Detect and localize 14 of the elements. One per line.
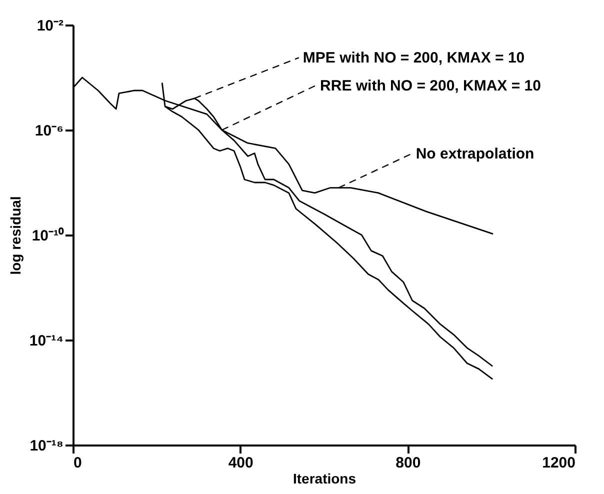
annotation: No extrapolation	[416, 146, 534, 163]
y-tick-label: 10⁻¹⁸	[30, 438, 64, 454]
annotation: RRE with NO = 200, KMAX = 10	[320, 77, 541, 94]
annotation: MPE with NO = 200, KMAX = 10	[302, 50, 525, 67]
y-tick-label: 10⁻⁶	[34, 122, 64, 140]
y-tick-label: 10⁻²	[36, 18, 64, 34]
y-axis-title: log residual	[7, 196, 24, 275]
x-tick-label: 0	[74, 454, 82, 472]
x-tick-label: 800	[396, 454, 421, 472]
y-tick-label: 10⁻¹⁴	[29, 332, 64, 350]
x-axis-title: Iterations	[292, 470, 356, 486]
x-tick-label: 1200	[542, 454, 576, 472]
y-tick-label: 10⁻¹⁰	[32, 226, 64, 244]
x-tick-label: 400	[228, 454, 254, 472]
